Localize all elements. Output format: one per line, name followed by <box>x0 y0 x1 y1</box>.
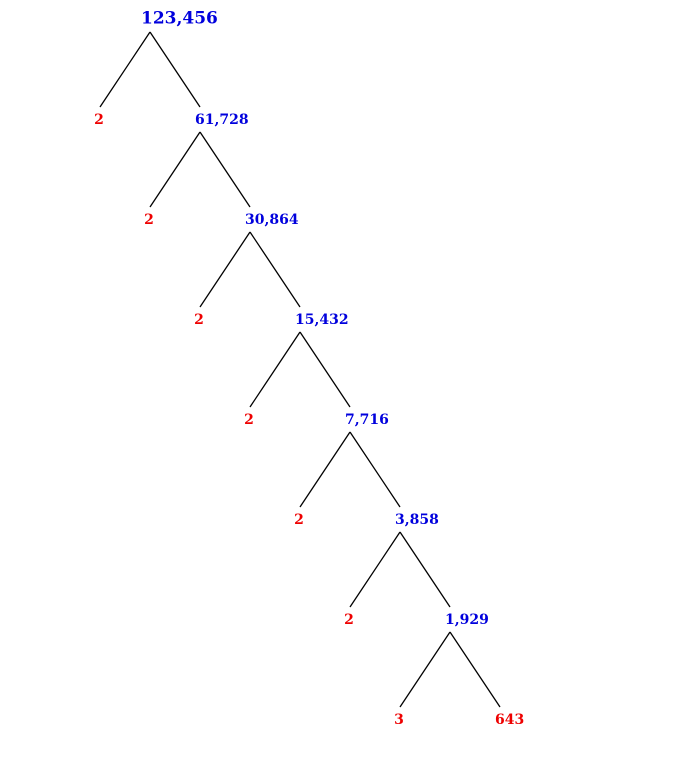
composite-number: 61,728 <box>195 112 249 128</box>
branch <box>349 531 401 608</box>
root-number: 123,456 <box>141 9 218 29</box>
branch <box>399 531 451 608</box>
composite-number: 3,858 <box>395 512 439 528</box>
branch <box>99 31 151 108</box>
branch <box>199 131 251 208</box>
composite-number: 30,864 <box>245 212 299 228</box>
prime-factor: 2 <box>194 312 204 328</box>
branch <box>399 631 451 708</box>
branch <box>299 331 351 408</box>
branch <box>249 331 301 408</box>
prime-factor: 2 <box>94 112 104 128</box>
composite-number: 15,432 <box>295 312 349 328</box>
prime-factor: 3 <box>394 712 404 728</box>
prime-factor: 2 <box>294 512 304 528</box>
branch <box>149 131 201 208</box>
branch <box>349 431 401 508</box>
composite-number: 1,929 <box>445 612 489 628</box>
prime-factor: 2 <box>244 412 254 428</box>
prime-factor: 2 <box>344 612 354 628</box>
branch <box>249 231 301 308</box>
prime-factor: 2 <box>144 212 154 228</box>
branch <box>299 431 351 508</box>
composite-number: 7,716 <box>345 412 389 428</box>
branch <box>199 231 251 308</box>
branch <box>449 631 501 708</box>
prime-factor: 643 <box>495 712 524 728</box>
branch <box>149 31 201 108</box>
